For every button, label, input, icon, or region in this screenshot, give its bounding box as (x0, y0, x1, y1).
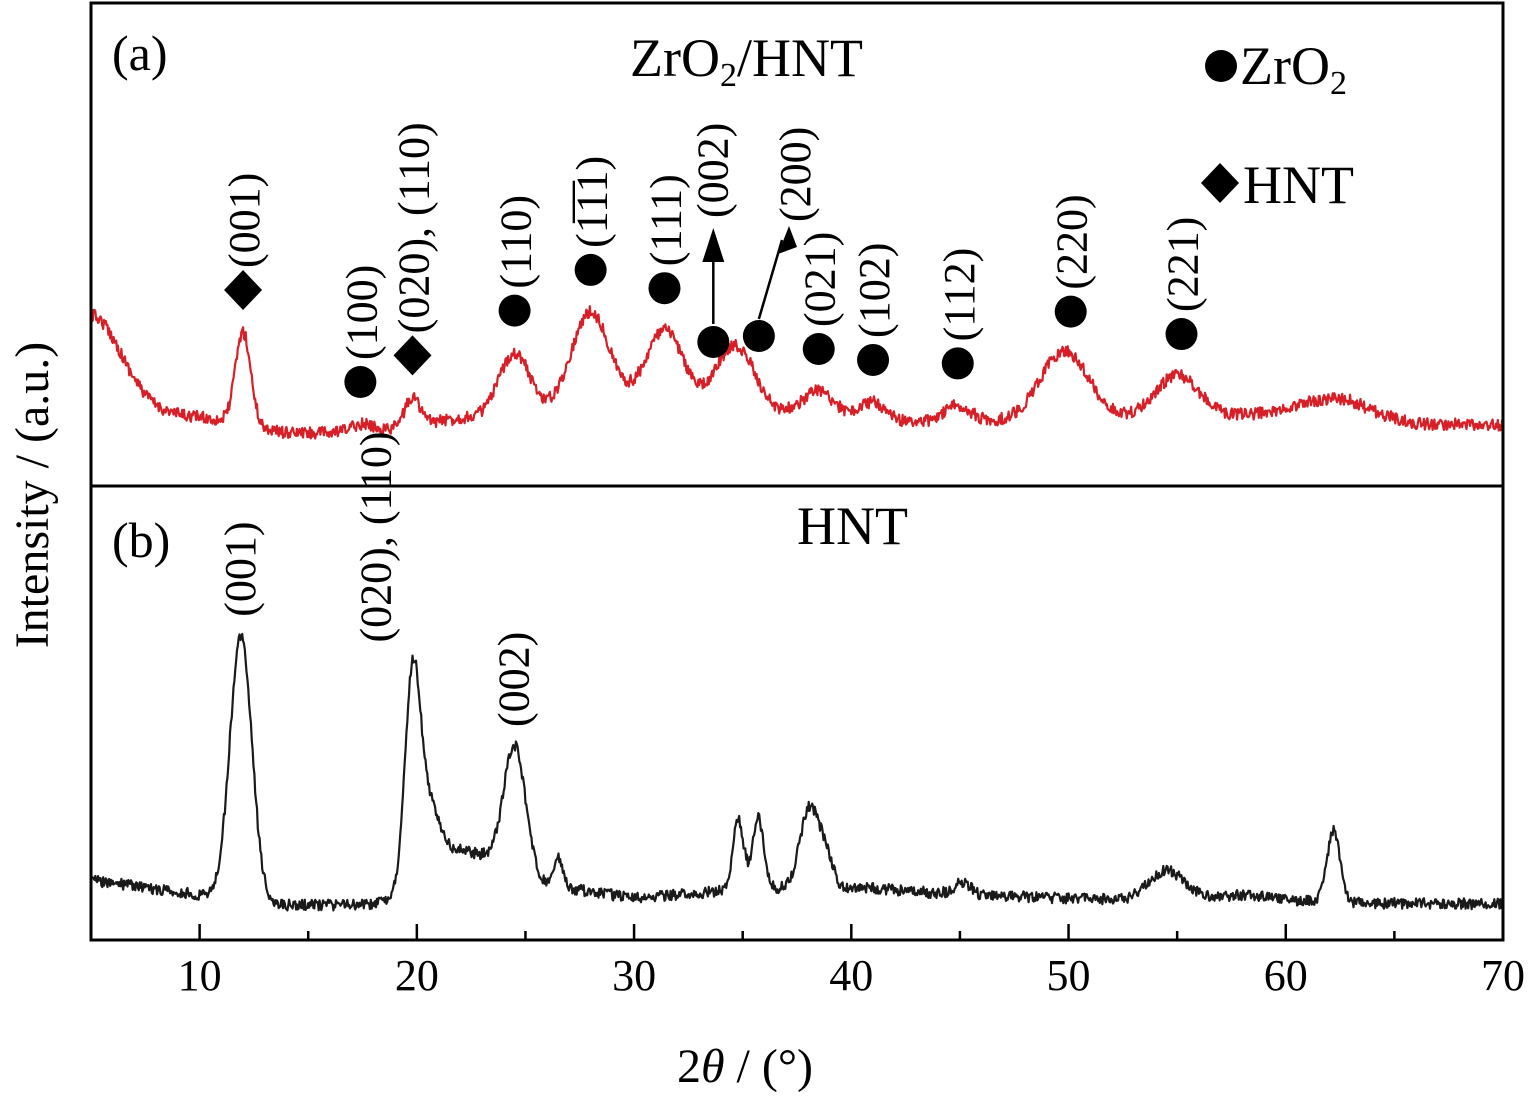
hkl-label-8-text: (021) (796, 232, 845, 327)
arrow-200-head (778, 226, 797, 254)
arrow-002-head (702, 228, 725, 262)
hkl-label-5-text: (111) (641, 174, 690, 266)
hkl-label-2: (020), (110) (390, 122, 439, 333)
arrow-200-line (757, 239, 784, 320)
x-axis-title-suffix: / (°) (725, 1040, 814, 1093)
x-axis-title-prefix: 2 (677, 1040, 701, 1093)
legend-zro2-main: ZrO (1240, 36, 1330, 96)
peak-marker-5 (648, 272, 681, 305)
peak-marker-11 (1054, 295, 1087, 328)
series-hnt-line (90, 632, 1505, 912)
b-hkl-label-2-text: (002) (490, 632, 539, 727)
b-hkl-label-0-text: (001) (216, 521, 265, 616)
panel-b-title: HNT (797, 496, 908, 556)
peak-marker-4 (574, 253, 607, 286)
x-tick-label-text: 20 (395, 951, 439, 1000)
hkl-label-9: (102) (850, 243, 899, 338)
legend-zro2-sub: 2 (1330, 65, 1347, 102)
x-tick-label-text: 10 (178, 951, 222, 1000)
hkl-label-2-text: (020), (110) (390, 122, 439, 333)
series-layer (89, 305, 1505, 912)
hkl-label-10: (112) (935, 248, 984, 342)
b-hkl-label-1: (020), (110) (352, 431, 401, 642)
x-tick-label: 10 (178, 951, 222, 1000)
panel-b-title-text: HNT (797, 496, 908, 556)
legend-hnt-label: HNT (1243, 155, 1354, 215)
hkl-label-3: (110) (492, 195, 541, 289)
plot-frame (89, 1, 1505, 942)
hkl-label-9-text: (102) (850, 243, 899, 338)
panel-b-label-text: (b) (112, 512, 170, 568)
x-tick-label: 40 (829, 951, 873, 1000)
hkl-label-7: (200) (771, 127, 820, 222)
x-tick-label: 30 (612, 951, 656, 1000)
peak-marker-2 (393, 335, 432, 376)
peak-marker-7 (742, 320, 775, 352)
panel-a-title-tail: /HNT (737, 28, 863, 88)
hkl-label-11: (220) (1048, 194, 1097, 289)
hkl-label-6-text: (002) (688, 123, 737, 218)
x-tick-label: 60 (1264, 951, 1308, 1000)
hkl-label-4-text: (1̅1̅1) (568, 156, 617, 248)
panel-a-title-main: ZrO (630, 28, 720, 88)
x-tick-label-text: 50 (1047, 951, 1091, 1000)
hkl-label-10-text: (112) (935, 248, 984, 342)
panel-a-label-text: (a) (112, 25, 168, 81)
legend-zro2-marker (1205, 50, 1237, 82)
hkl-label-12-text: (221) (1158, 217, 1207, 312)
y-axis-title: Intensity / (a.u.) (6, 342, 59, 649)
series-zro2-hnt-line (89, 305, 1504, 440)
hkl-label-1: (100) (337, 265, 386, 360)
panel-a-title-sub: 2 (720, 57, 737, 94)
peak-marker-8 (802, 332, 835, 365)
hkl-label-7-text: (200) (771, 127, 820, 222)
annotation-layer: (001)(100) (020), (110) (110) (1̅1̅1) (111)(… (216, 122, 1208, 727)
x-tick-label: 50 (1047, 951, 1091, 1000)
peak-marker-1 (344, 366, 377, 398)
hkl-label-11-text: (220) (1048, 194, 1097, 289)
x-tick-label-text: 40 (829, 951, 873, 1000)
panel-a-title: ZrO2/HNT (630, 28, 863, 94)
hkl-label-8: (021) (796, 232, 845, 327)
x-tick-label-text: 60 (1264, 951, 1308, 1000)
hkl-label-5: (111) (641, 174, 690, 266)
b-hkl-label-2: (002) (490, 632, 539, 727)
x-tick-label-text: 30 (612, 951, 656, 1000)
peak-marker-6 (697, 326, 730, 358)
legend-hnt-marker (1201, 163, 1239, 203)
panel-a-label: (a) (112, 25, 168, 81)
hkl-label-12: (221) (1158, 217, 1207, 312)
x-tick-label: 70 (1481, 951, 1525, 1000)
peak-marker-0 (224, 270, 263, 310)
hkl-label-3-text: (110) (492, 195, 541, 289)
legend-hnt-main: HNT (1243, 155, 1354, 215)
x-tick-label: 20 (395, 951, 439, 1000)
y-axis-title-text: Intensity / (a.u.) (6, 342, 59, 649)
b-hkl-label-1-text: (020), (110) (352, 431, 401, 642)
peak-marker-9 (857, 343, 890, 376)
hkl-label-4: (1̅1̅1) (568, 156, 617, 248)
x-axis-title: 2θ / (°) (677, 1040, 813, 1093)
legend: ZrO2 HNT (1201, 36, 1354, 215)
hkl-label-6: (002) (688, 123, 737, 218)
x-axis-title-theta: θ (701, 1040, 725, 1093)
panel-b-label: (b) (112, 512, 170, 568)
hkl-label-0: (001) (220, 173, 269, 268)
peak-marker-12 (1165, 318, 1198, 351)
peak-marker-3 (498, 294, 531, 327)
b-hkl-label-0: (001) (216, 521, 265, 616)
hkl-label-1-text: (100) (337, 265, 386, 360)
axis-layer: 10 20 30 40 50 60 70 (89, 1, 1525, 1000)
hkl-label-0-text: (001) (220, 173, 269, 268)
legend-zro2-label: ZrO2 (1240, 36, 1347, 102)
x-tick-label-text: 70 (1481, 951, 1525, 1000)
peak-marker-10 (941, 347, 974, 380)
text-layer: 2θ / (°)Intensity / (a.u.)(a)(b)ZrO2/HNT… (6, 25, 1354, 1093)
